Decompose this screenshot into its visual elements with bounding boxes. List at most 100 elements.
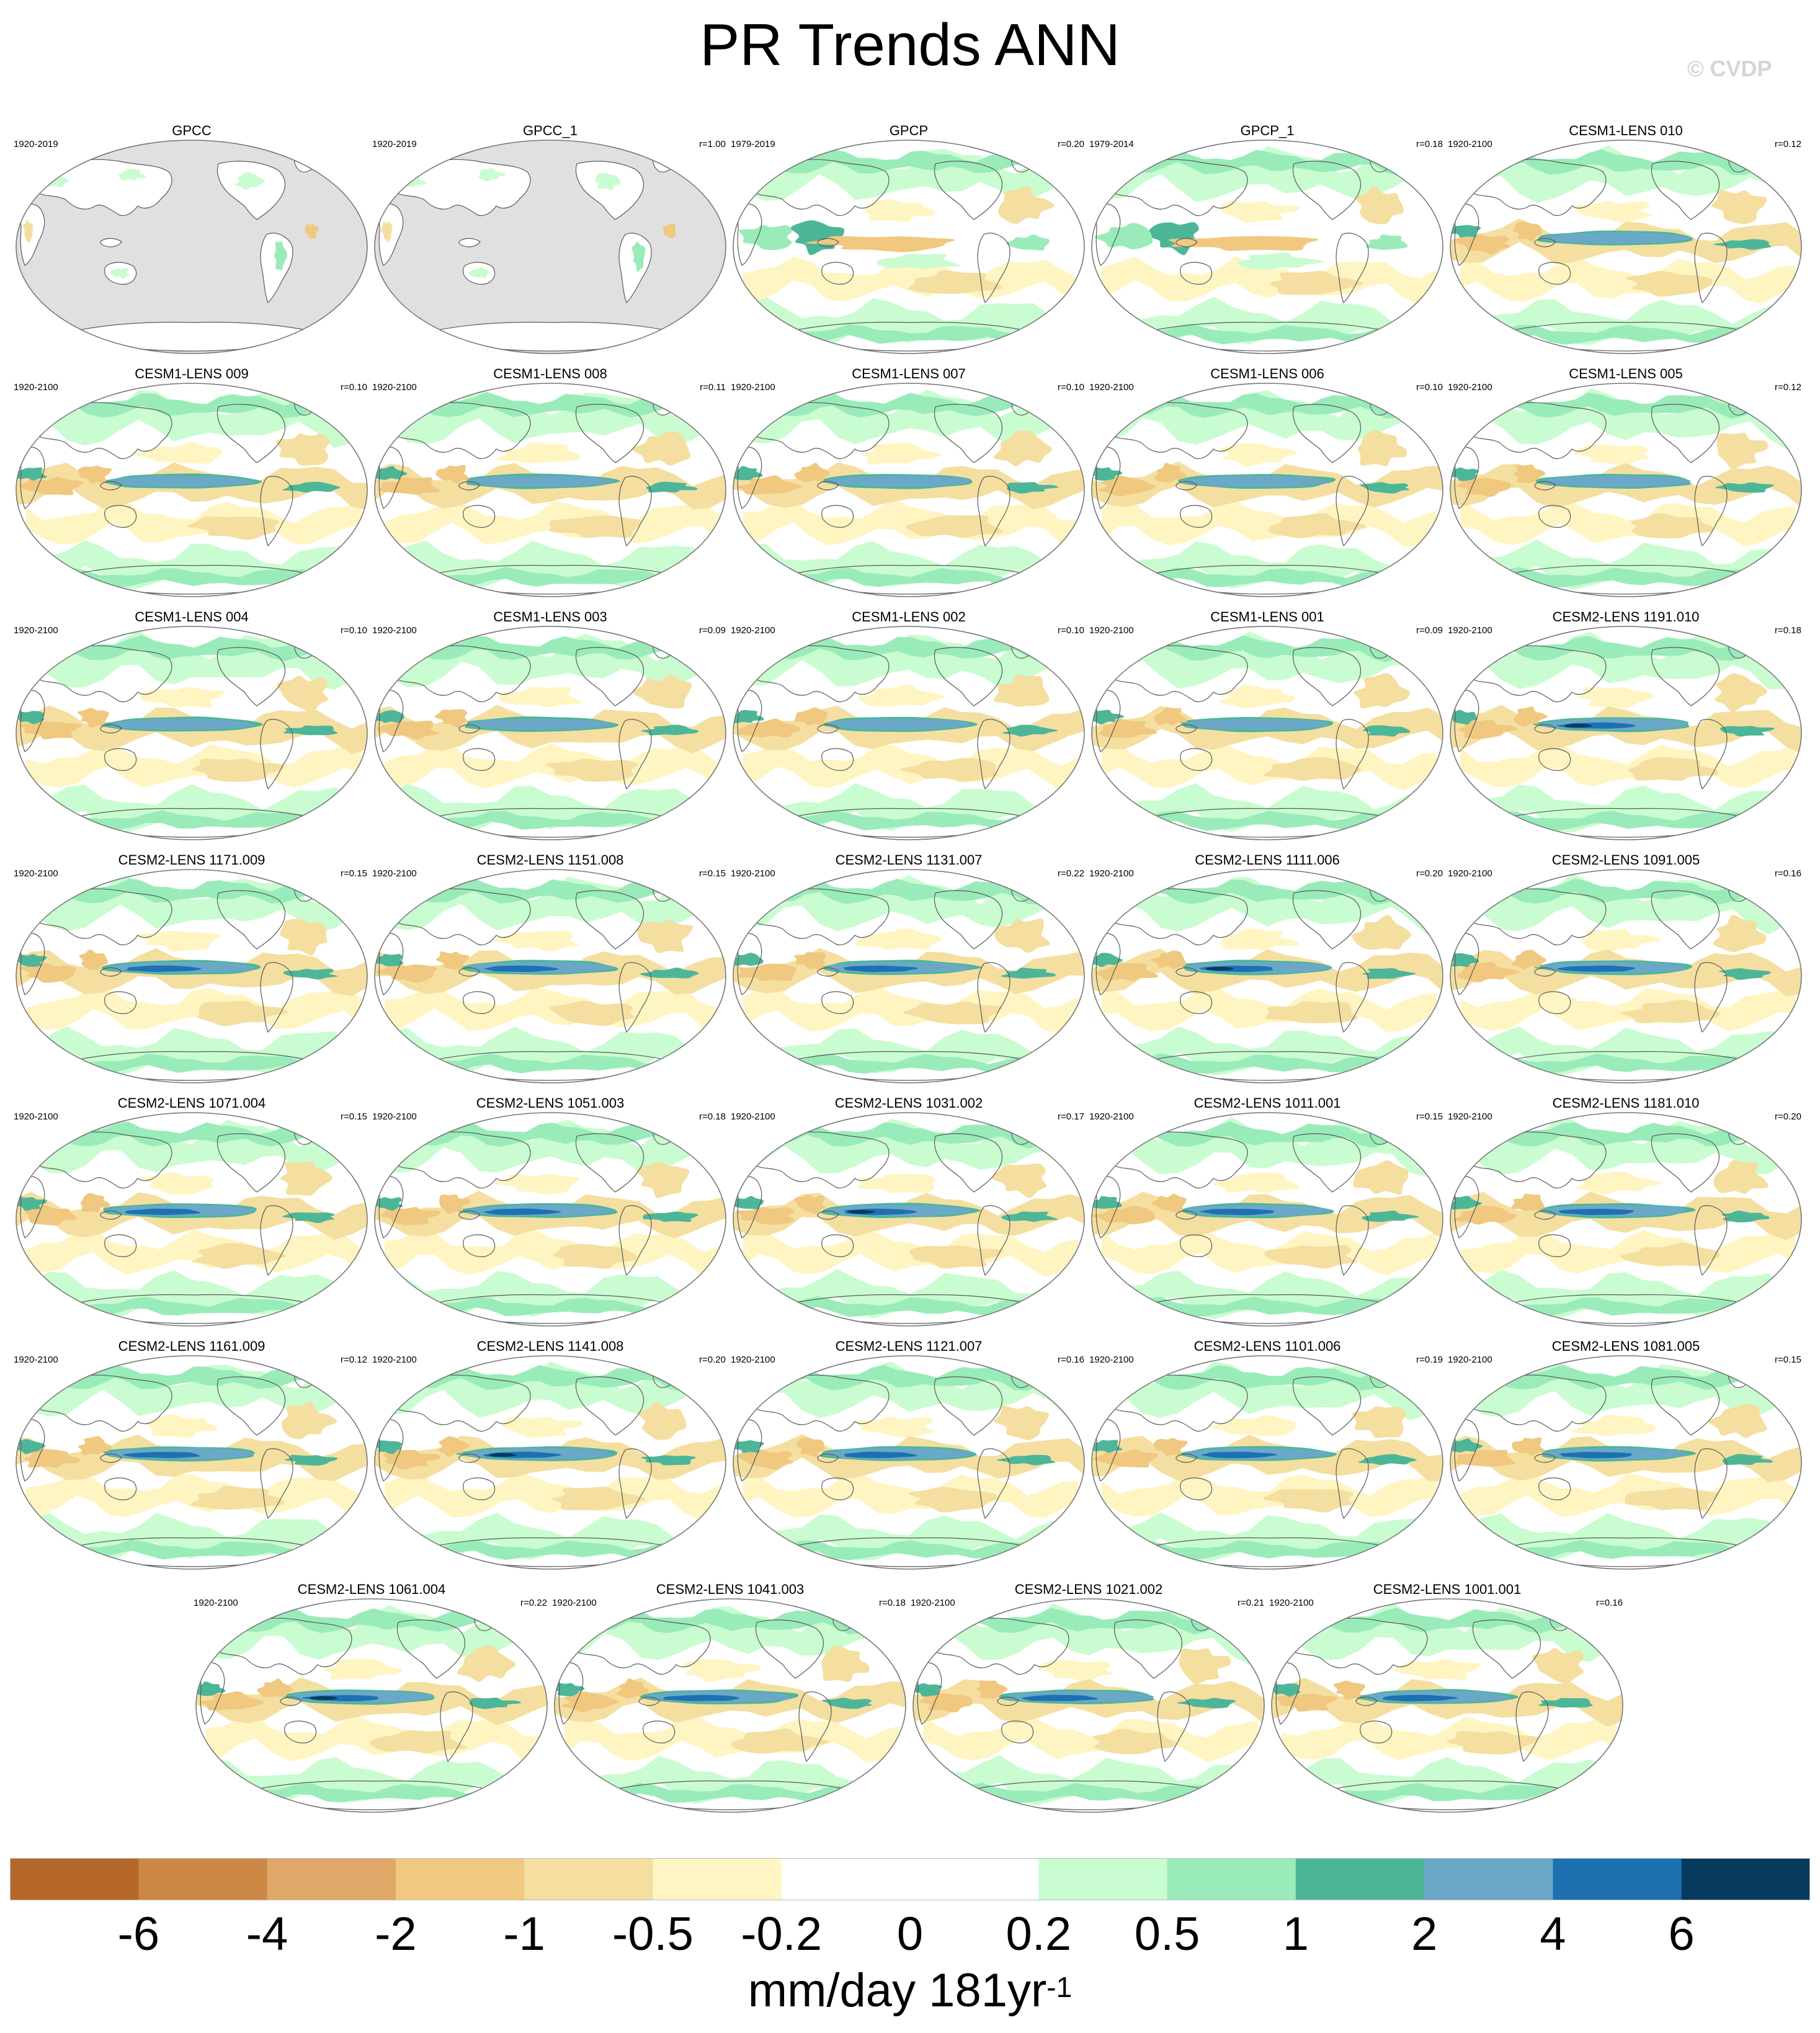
panel-pattern-correlation: r=0.15 (1416, 1111, 1443, 1122)
north-pacific-dry-patch (855, 928, 942, 950)
continent-australia-outline (1360, 1720, 1393, 1743)
southern-subtropic-dry-band (743, 985, 1078, 1033)
map-fill-layer (733, 383, 1084, 597)
map-panel: CESM2-LENS 1111.006 1920-2100 r=0.20 (1088, 852, 1447, 1089)
north-pacific-dry-patch (1581, 928, 1662, 952)
map-fill-layer (733, 870, 1084, 1083)
equatorial-pacific-wet-core (125, 1208, 200, 1215)
continent-africa-outline (20, 1419, 45, 1482)
continent-asia-europe-outline (25, 159, 172, 216)
indian-ocean-wet-patch (913, 1683, 942, 1697)
map-fill-layer (375, 870, 726, 1083)
northern-wet-band (16, 388, 367, 448)
equatorial-pacific-wet-band (826, 476, 971, 487)
south-pacific-wet-patch (876, 254, 961, 269)
trend-map (1271, 1598, 1623, 1813)
continent-australia-outline (463, 505, 496, 528)
equatorial-pacific-wet-core (843, 966, 918, 972)
panel-period: 1920-2100 (1089, 382, 1134, 393)
atlantic-dry-patch (638, 1402, 687, 1440)
northern-wet-band (16, 630, 367, 690)
atlantic-dry-patch (280, 1161, 333, 1196)
maritime-dry-patch (257, 1678, 293, 1697)
continent-africa-outline (378, 1176, 404, 1239)
map-panel: CESM2-LENS 1131.007 1920-2100 r=0.22 (729, 852, 1088, 1089)
continent-south-america-outline (260, 476, 293, 547)
southern-ocean-wet-band-strong (1473, 811, 1783, 832)
trend-map (16, 1355, 368, 1570)
continent-south-america-outline (1694, 1205, 1728, 1276)
map-fill-layer (1092, 1356, 1443, 1569)
panel-title: CESM2-LENS 1161.009 (118, 1338, 265, 1354)
panel-period: 1920-2100 (372, 382, 417, 393)
continent-maritime-outline (1534, 238, 1556, 247)
map-border (733, 383, 1085, 597)
southern-ocean-wet-band-strong (218, 1783, 529, 1804)
units-exponent: -1 (1046, 1971, 1073, 2003)
continent-south-america-outline (977, 719, 1010, 790)
continent-north-america-outline (1292, 647, 1362, 706)
northern-wet-band-strong (63, 635, 324, 661)
continent-australia-outline (463, 991, 496, 1014)
continent-australia-outline (1538, 262, 1571, 285)
northern-wet-band-strong (1497, 149, 1758, 176)
indian-ocean-wet-patch (196, 1681, 225, 1696)
map-fill-layer (913, 1599, 1264, 1812)
continent-africa-outline (1454, 1176, 1479, 1239)
continent-maritime-outline (100, 724, 122, 734)
map-panel: CESM2-LENS 1141.008 1920-2100 r=0.20 (371, 1338, 729, 1575)
map-fill-layer (375, 1356, 726, 1569)
trend-map (733, 383, 1085, 597)
panel-pattern-correlation: r=0.16 (1058, 1355, 1084, 1365)
colorbar-tick-label: 4 (1540, 1908, 1566, 1960)
atlantic-itcz-wet (469, 1697, 521, 1709)
continent-africa-outline (20, 1176, 45, 1239)
southern-ocean-wet-band-strong (38, 567, 349, 589)
map-border (16, 1112, 368, 1327)
maritime-dry-patch (435, 951, 470, 970)
continent-maritime-outline (1534, 724, 1556, 734)
indian-ocean-dry-patch (1457, 962, 1520, 983)
continent-australia-outline (643, 1720, 676, 1743)
continent-maritime-outline (1175, 1453, 1198, 1463)
central-pacific-dry-band (1169, 236, 1319, 251)
north-pacific-dry-patch (147, 1415, 218, 1438)
map-fill-layer (16, 1113, 367, 1326)
trend-map (16, 869, 368, 1083)
colorbar-tick-label: -2 (375, 1908, 417, 1960)
continent-australia-outline (104, 1234, 137, 1257)
panel-title: CESM2-LENS 1171.009 (118, 852, 265, 868)
continent-south-america-outline (618, 476, 652, 547)
map-fill-layer (555, 1599, 906, 1812)
southern-ocean-wet-band-strong (756, 810, 1066, 831)
indian-ocean-wet-patch (1450, 953, 1479, 968)
equatorial-pacific-wet-band (466, 476, 613, 487)
indian-ocean-wet-patch (733, 466, 763, 481)
southern-ocean-wet-band-strong (38, 1539, 349, 1561)
panel-pattern-correlation: r=0.18 (1416, 139, 1443, 149)
north-pacific-dry-patch (859, 442, 942, 465)
map-fill-layer (16, 870, 367, 1083)
panel-period: 1920-2100 (14, 868, 58, 879)
indian-ocean-dry-patch (20, 963, 76, 983)
panel-pattern-correlation: r=0.17 (1058, 1111, 1084, 1122)
continent-maritime-outline (458, 481, 481, 491)
north-pacific-dry-patch (857, 684, 946, 707)
southern-subtropic-dry-band (923, 1714, 1258, 1763)
continent-asia-europe-outline (1459, 1131, 1607, 1189)
indian-ocean-dry-patch (1276, 1694, 1338, 1712)
atlantic-itcz-wet (282, 481, 341, 493)
continent-asia-europe-outline (742, 645, 890, 703)
map-panel: CESM2-LENS 1051.003 1920-2100 r=0.18 (371, 1095, 729, 1332)
atlantic-dry-patch (632, 674, 692, 709)
trend-map (16, 1112, 368, 1327)
continent-south-america-outline (440, 1691, 473, 1763)
continent-australia-outline (821, 1234, 854, 1257)
continent-maritime-outline (458, 1210, 481, 1220)
continent-asia-europe-outline (742, 159, 890, 216)
map-border (16, 869, 368, 1083)
panel-title: CESM1-LENS 009 (135, 366, 249, 381)
continent-australia-outline (821, 505, 854, 528)
continent-south-america-outline (618, 1448, 652, 1519)
continent-asia-europe-outline (1100, 645, 1248, 703)
